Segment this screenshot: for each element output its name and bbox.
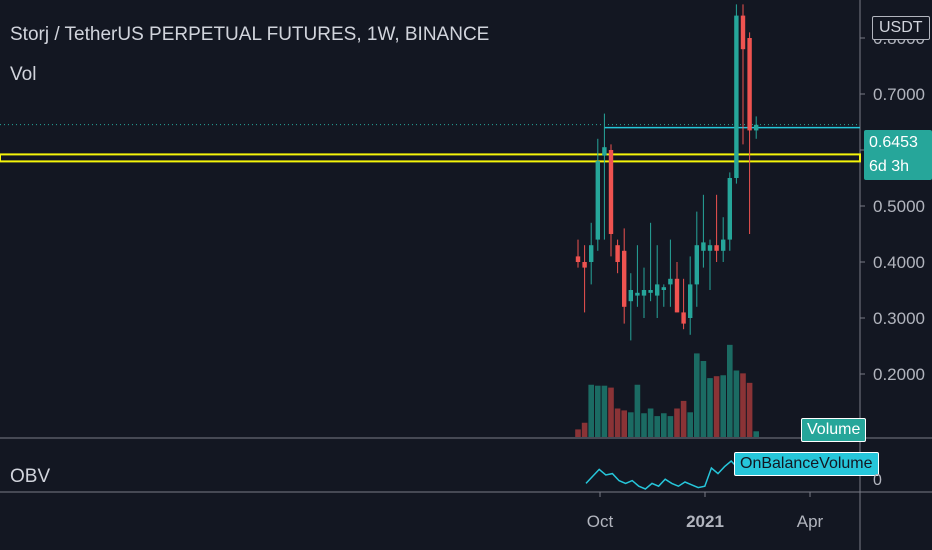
volume-bar	[654, 416, 660, 437]
volume-bar	[575, 429, 581, 437]
volume-bar	[680, 400, 687, 437]
volume-bar	[601, 385, 608, 437]
price-tick-label: 0.7000	[873, 85, 925, 104]
obv-zero-label: 0	[873, 472, 882, 489]
candle-body	[674, 278, 680, 313]
candle-body	[615, 245, 620, 262]
price-tick-label: 0.5000	[873, 197, 925, 216]
price-tick-label: 0.2000	[873, 365, 925, 384]
candle-body	[602, 147, 607, 156]
horizontal-level-line	[0, 153, 861, 163]
candle-body	[575, 256, 581, 262]
volume-bar	[588, 384, 594, 437]
candle-body	[622, 250, 627, 307]
candle-body	[740, 15, 746, 50]
candle-body	[734, 15, 739, 178]
obv-indicator-label[interactable]: OBV	[10, 466, 51, 487]
volume-bar	[746, 382, 753, 437]
candle-body	[694, 245, 699, 285]
candle-body	[714, 245, 719, 251]
volume-bar	[647, 408, 654, 437]
volume-indicator-label[interactable]: Vol	[10, 64, 37, 85]
candle-body	[727, 178, 732, 240]
volume-bar	[700, 361, 707, 437]
volume-bar	[608, 387, 614, 437]
candle-body	[661, 287, 666, 290]
time-axis-label: Apr	[797, 512, 824, 531]
volume-bar	[621, 410, 627, 437]
volume-bar	[753, 431, 759, 437]
volume-bar	[641, 413, 647, 437]
volume-bar	[581, 422, 588, 437]
obv-series-badge: OnBalanceVolume	[734, 452, 879, 476]
candle-body	[754, 124, 759, 131]
volume-bar	[628, 412, 634, 437]
candle-body	[582, 262, 587, 268]
price-tick-label: 0.3000	[873, 309, 925, 328]
candle-body	[747, 38, 752, 131]
candle-body	[681, 312, 686, 324]
currency-button[interactable]: USDT	[872, 16, 930, 40]
candle-body	[595, 161, 600, 240]
volume-bar	[661, 413, 667, 437]
volume-bar	[667, 416, 674, 437]
candle-body	[635, 292, 640, 296]
candle-body	[721, 239, 726, 251]
time-axis-label: Oct	[587, 512, 614, 531]
volume-bar	[694, 353, 700, 437]
volume-bar	[707, 378, 713, 437]
volume-bar	[634, 384, 641, 437]
candle-body	[589, 245, 594, 262]
last-price-badge: 0.6453	[864, 130, 932, 156]
countdown-badge: 6d 3h	[864, 156, 932, 180]
volume-bar	[595, 385, 601, 437]
volume-bar	[733, 370, 740, 437]
symbol-title: Storj / TetherUS PERPETUAL FUTURES, 1W, …	[10, 24, 490, 45]
candle-body	[641, 290, 647, 296]
candle-body	[608, 150, 614, 234]
volume-bar	[720, 375, 726, 437]
volume-bar	[713, 376, 720, 437]
volume-bar	[614, 408, 621, 437]
candle-body	[701, 242, 706, 251]
volume-bar	[674, 408, 680, 437]
time-axis-label: 2021	[686, 512, 724, 531]
candle-body	[688, 284, 693, 318]
candle-body	[707, 245, 713, 251]
candle-body	[628, 290, 633, 302]
volume-bar	[740, 373, 746, 437]
candle-body	[655, 284, 660, 296]
candle-body	[668, 278, 673, 285]
candle-body	[648, 290, 653, 293]
volume-series-badge: Volume	[801, 418, 867, 442]
price-tick-label: 0.4000	[873, 253, 925, 272]
volume-bar	[727, 344, 733, 437]
volume-bar	[687, 412, 693, 437]
